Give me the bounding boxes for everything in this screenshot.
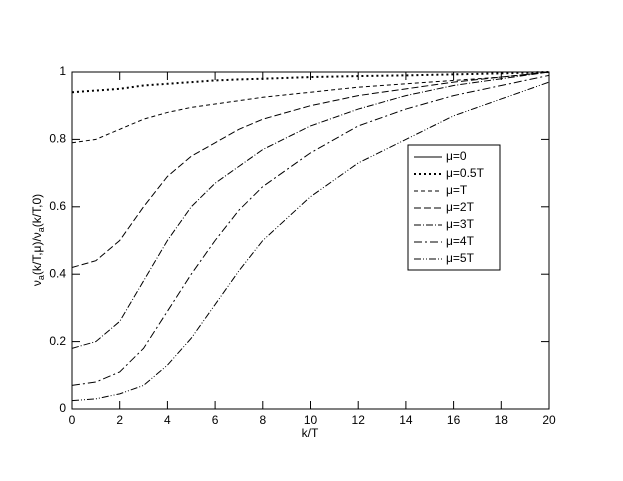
x-axis-label: k/T [302,426,319,440]
legend-label: μ=2T [446,200,475,214]
legend-label: μ=3T [446,217,475,231]
x-tick-label: 0 [69,413,76,427]
y-axis-label-part: a [36,227,46,232]
x-tick-label: 6 [212,413,219,427]
x-tick-label: 4 [164,413,171,427]
y-tick-label: 0.4 [49,266,66,280]
x-tick-label: 8 [259,413,266,427]
series-line [71,71,550,94]
legend-label: μ=4T [446,234,475,248]
x-tick-label: 18 [495,413,509,427]
legend-box [407,144,501,271]
y-axis-label-part: a [36,275,46,280]
legend-label: μ=0 [446,149,467,163]
x-tick-label: 12 [352,413,366,427]
y-axis-label-part: (k/T,0) [30,194,44,227]
legend-label: μ=5T [446,251,475,265]
legend-label: μ=0.5T [446,166,485,180]
y-tick-label: 0.8 [49,132,66,146]
y-tick-label: 0.6 [49,199,66,213]
x-tick-label: 16 [447,413,461,427]
x-tick-label: 14 [399,413,413,427]
y-tick-label: 0.2 [49,334,66,348]
y-axis-label-part: ν [30,280,44,286]
y-axis-label-part: (k/T,μ)/ν [30,232,44,275]
y-tick-label: 1 [59,64,66,78]
y-tick-label: 0 [59,401,66,415]
x-tick-label: 2 [116,413,123,427]
legend-label: μ=T [446,183,468,197]
series-line [71,71,550,144]
series-line [71,71,550,349]
y-axis-label: νa(k/T,μ)/νa(k/T,0) [30,194,46,286]
x-tick-label: 10 [304,413,318,427]
x-tick-label: 20 [542,413,556,427]
series-line [71,74,550,386]
series-line [71,71,550,268]
